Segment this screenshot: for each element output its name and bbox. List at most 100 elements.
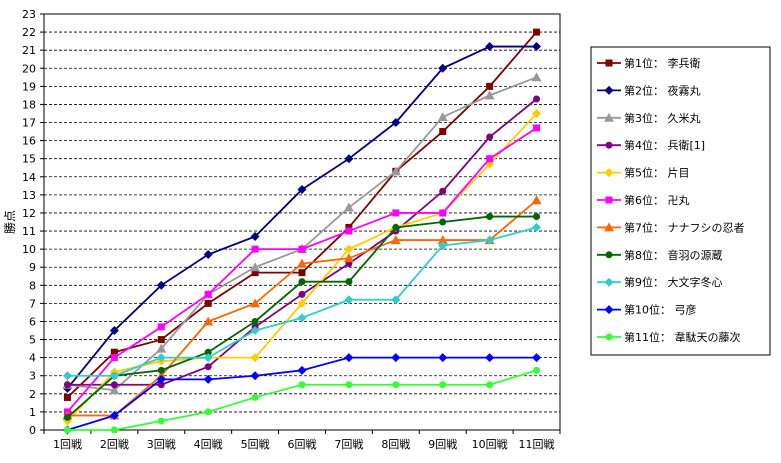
series-8 xyxy=(63,213,541,421)
legend-label: 第7位： ナナフシの忍者 xyxy=(624,220,745,234)
data-point xyxy=(390,235,401,245)
data-point xyxy=(437,235,448,245)
series-1 xyxy=(63,28,541,401)
data-point xyxy=(486,213,494,221)
data-point xyxy=(63,381,71,389)
legend-swatch-marker xyxy=(604,222,614,232)
data-point xyxy=(438,353,448,363)
y-tick-label: 2 xyxy=(29,388,36,401)
data-point xyxy=(532,108,542,118)
legend-item: 第1位： 李兵衛 xyxy=(597,56,701,70)
x-tick-label: 3回戦 xyxy=(147,438,176,451)
data-point xyxy=(250,262,261,272)
y-tick-label: 10 xyxy=(22,243,36,256)
legend-label: 第4位： 兵衛[1] xyxy=(624,138,705,152)
data-point xyxy=(297,258,307,268)
data-point xyxy=(484,90,495,100)
y-tick-label: 12 xyxy=(22,207,36,220)
y-tick-label: 4 xyxy=(29,352,36,365)
x-tick-label: 6回戦 xyxy=(288,438,317,451)
series-11 xyxy=(63,366,541,434)
y-tick-label: 18 xyxy=(22,98,36,111)
data-point xyxy=(203,316,214,326)
legend-swatch-marker xyxy=(604,168,614,178)
legend-label: 第1位： 李兵衛 xyxy=(624,56,701,70)
y-tick-label: 17 xyxy=(22,117,36,130)
data-point xyxy=(251,317,259,325)
data-point xyxy=(345,223,353,231)
data-point xyxy=(297,184,307,194)
data-point xyxy=(344,353,354,363)
data-point xyxy=(439,218,447,226)
data-point xyxy=(203,353,213,363)
legend-item: 第9位： 大文字冬心 xyxy=(597,275,723,289)
data-point xyxy=(298,278,306,286)
x-tick-label: 8回戦 xyxy=(381,438,410,451)
data-point xyxy=(250,298,261,308)
data-point xyxy=(392,223,400,231)
data-point xyxy=(157,417,165,425)
data-point xyxy=(204,299,212,307)
data-point xyxy=(439,128,447,136)
y-tick-label: 8 xyxy=(29,279,36,292)
data-point xyxy=(391,118,401,128)
data-point xyxy=(392,209,400,217)
legend-label: 第10位： 弓彦 xyxy=(624,303,697,317)
y-tick-label: 21 xyxy=(22,44,36,57)
data-point xyxy=(62,371,72,381)
legend-swatch-marker xyxy=(604,305,614,315)
data-point xyxy=(344,295,354,305)
y-tick-label: 19 xyxy=(22,80,36,93)
legend-box xyxy=(590,46,771,356)
data-point xyxy=(110,348,118,356)
legend-label: 第2位： 夜霧丸 xyxy=(624,83,701,97)
legend-item: 第2位： 夜霧丸 xyxy=(597,83,701,97)
data-point xyxy=(343,202,354,212)
legend-item: 第11位： 韋駄天の藤次 xyxy=(597,330,741,344)
data-point xyxy=(485,353,495,363)
data-point xyxy=(391,295,401,305)
data-point xyxy=(344,154,354,164)
data-point xyxy=(486,155,494,163)
data-point xyxy=(250,371,260,381)
y-tick-label: 9 xyxy=(29,261,36,274)
data-point xyxy=(204,348,212,356)
data-point xyxy=(486,133,494,141)
legend-swatch-marker xyxy=(605,196,613,204)
data-point xyxy=(345,381,353,389)
data-point xyxy=(156,353,166,363)
data-point xyxy=(203,250,213,260)
data-point xyxy=(486,82,494,90)
data-point xyxy=(533,95,541,103)
y-tick-label: 16 xyxy=(22,135,36,148)
legend-item: 第5位： 片目 xyxy=(597,166,690,180)
data-point xyxy=(204,363,212,371)
data-point xyxy=(344,244,354,254)
y-tick-label: 5 xyxy=(29,334,36,347)
data-point xyxy=(110,354,118,362)
legend-label: 第8位： 音羽の源蔵 xyxy=(624,248,723,262)
x-tick-label: 7回戦 xyxy=(334,438,363,451)
data-point xyxy=(532,42,542,52)
data-point xyxy=(391,353,401,363)
y-tick-label: 23 xyxy=(22,8,36,21)
data-point xyxy=(298,381,306,389)
data-point xyxy=(157,366,165,374)
data-point xyxy=(251,269,259,277)
data-point xyxy=(156,343,167,353)
data-point xyxy=(531,195,542,205)
legend-item: 第3位： 久米丸 xyxy=(597,111,701,125)
data-point xyxy=(251,393,259,401)
legend-item: 第8位： 音羽の源蔵 xyxy=(597,248,723,262)
y-tick-label: 7 xyxy=(29,297,36,310)
x-tick-label: 1回戦 xyxy=(53,438,82,451)
legend-label: 第11位： 韋駄天の藤次 xyxy=(624,330,741,344)
data-point xyxy=(250,231,260,241)
y-tick-label: 20 xyxy=(22,62,36,75)
y-tick-label: 1 xyxy=(29,406,36,419)
data-point xyxy=(298,245,306,253)
